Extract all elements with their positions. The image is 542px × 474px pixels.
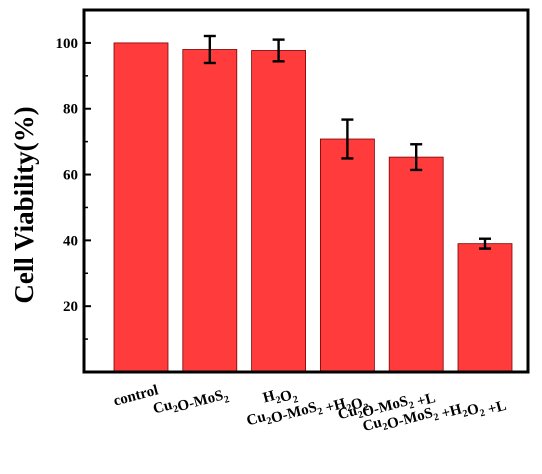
x-tick-label-cu2o-mos2-h2o2-l: Cu2O-MoS2 +H2O2 +L — [361, 382, 508, 450]
bars-layer — [113, 42, 513, 373]
y-tick-label-80: 80 — [63, 102, 78, 118]
bar-cu2o-mos2-h2o2-l — [457, 243, 513, 373]
bar-control — [113, 42, 169, 373]
y-tick-label-60: 60 — [63, 168, 78, 184]
y-tick-label-40: 40 — [63, 233, 78, 249]
bar-cu2o-mos2 — [182, 49, 238, 373]
x-tick-label-h2o2: H2O2 — [261, 382, 299, 413]
x-tick-label-cu2o-mos2: Cu2O-MoS2 — [151, 382, 230, 424]
y-axis-label: Cell Viability(%) — [9, 106, 39, 303]
y-tick-label-100: 100 — [56, 36, 79, 52]
y-ticks-layer: 20 40 60 80 100 — [56, 36, 91, 340]
error-bar-cu2o-mos2 — [203, 34, 216, 65]
error-bar-cu2o-mos2-l — [410, 143, 423, 172]
bar-cu2o-mos2-h2o2 — [319, 138, 375, 373]
error-bars-layer — [203, 34, 491, 250]
plot-frame — [82, 8, 530, 374]
y-tick-label-20: 20 — [63, 299, 78, 315]
error-bar-cu2o-mos2-h2o2-l — [479, 237, 491, 250]
bar-cu2o-mos2-l — [388, 156, 444, 373]
error-bar-h2o2 — [272, 38, 285, 63]
error-bar-cu2o-mos2-h2o2 — [341, 118, 354, 160]
bar-h2o2 — [251, 50, 307, 373]
